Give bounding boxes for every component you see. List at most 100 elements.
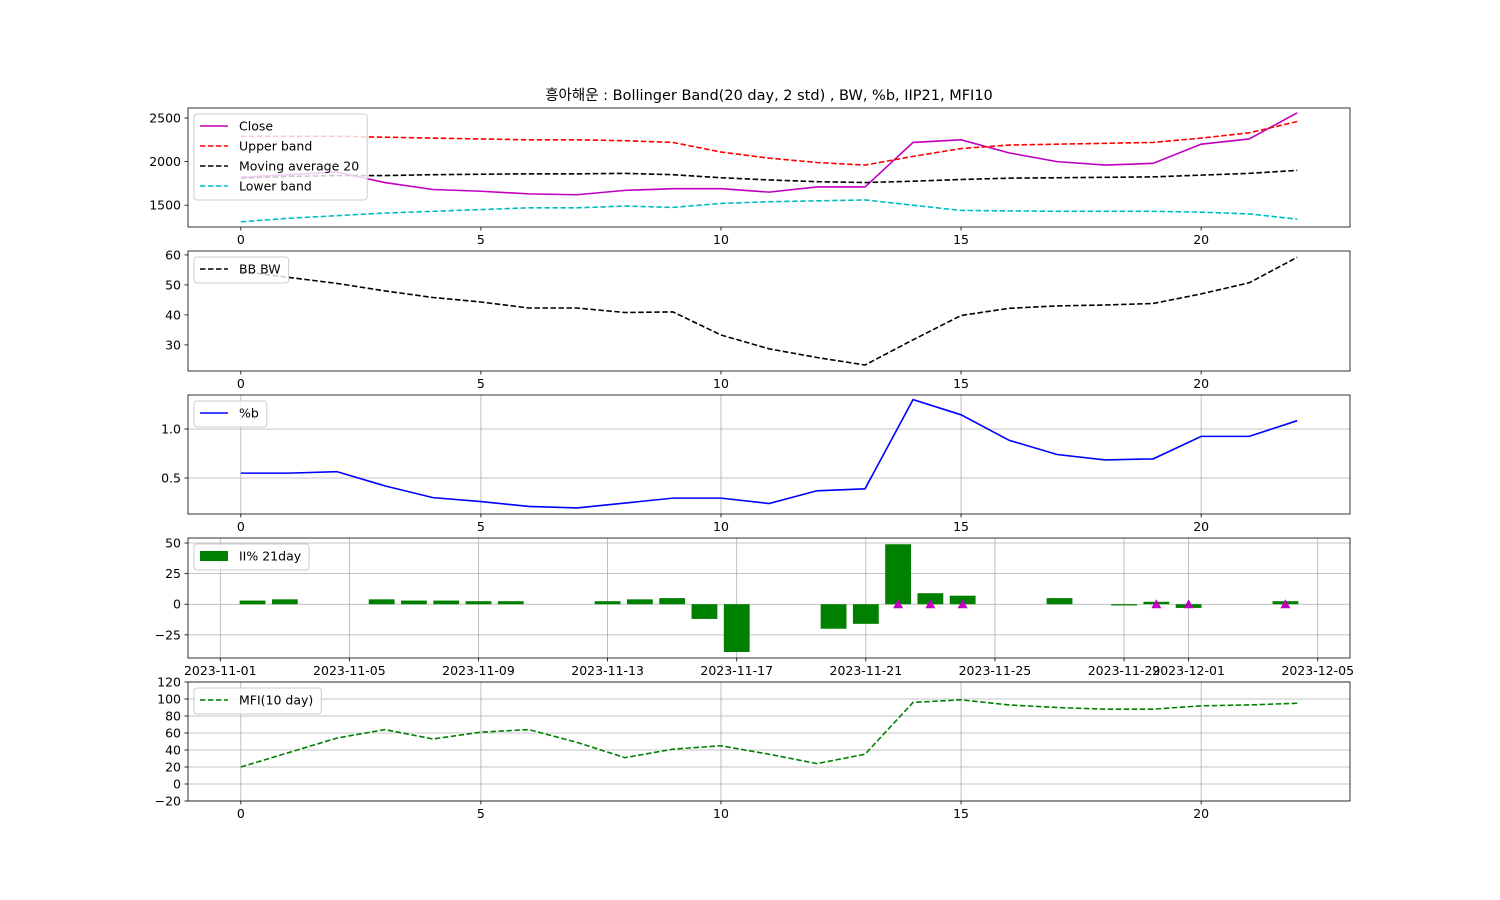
panel: 0 5 10 15 20 −20 0 20 40 60 80 100 120 MFI(10 day) [155, 675, 1351, 821]
y-tick-label: 60 [165, 726, 181, 741]
bar [691, 604, 718, 619]
y-tick-label: 25 [165, 566, 181, 581]
x-tick-label: 0 [237, 519, 245, 534]
legend-label: MFI(10 day) [239, 693, 313, 708]
x-tick-label: 10 [713, 376, 729, 391]
x-tick-label: 2023-11-25 [959, 663, 1032, 678]
bar [497, 601, 524, 605]
y-tick-label: 60 [165, 247, 181, 262]
bar [271, 599, 298, 605]
x-tick-label: 10 [713, 232, 729, 247]
y-tick-label: −25 [155, 627, 181, 642]
x-tick-label: 15 [953, 376, 969, 391]
legend-label: II% 21day [239, 549, 302, 564]
y-tick-label: 40 [165, 307, 181, 322]
bar [594, 601, 621, 605]
line-series [240, 169, 1298, 184]
y-tick-label: 1.0 [161, 422, 181, 437]
bar [820, 604, 847, 629]
legend: Close Upper band Moving average 20 Lower ba… [193, 113, 368, 201]
x-tick-label: 20 [1193, 232, 1209, 247]
y-tick-label: 1500 [149, 198, 181, 213]
marker [1183, 599, 1194, 609]
chart-title: 흥아해운 : Bollinger Band(20 day, 2 std) , B… [545, 86, 993, 104]
x-tick-label: 0 [237, 806, 245, 821]
marker [1280, 599, 1291, 609]
axes-frame [187, 107, 1351, 228]
bar [1046, 598, 1073, 605]
x-tick-label: 5 [477, 519, 485, 534]
line-series [240, 256, 1298, 366]
x-tick-label: 2023-11-21 [830, 663, 903, 678]
y-tick-label: 0 [173, 777, 181, 792]
legend-swatch [200, 551, 228, 561]
legend-label: Upper band [239, 139, 312, 154]
line-series [240, 120, 1298, 166]
line-series [240, 112, 1298, 196]
x-tick-label: 10 [713, 519, 729, 534]
legend: %b [193, 400, 268, 428]
legend-label: Close [239, 119, 273, 134]
x-tick-label: 0 [237, 376, 245, 391]
x-tick-label: 5 [477, 806, 485, 821]
marker [925, 599, 936, 609]
line-series [240, 398, 1298, 509]
bar [239, 600, 266, 605]
x-tick-label: 20 [1193, 519, 1209, 534]
plot-area [240, 256, 1298, 366]
panel: 0 5 10 15 20 0.5 1.0 %b [161, 394, 1351, 534]
axes-frame [187, 681, 1351, 802]
x-tick-label: 15 [953, 232, 969, 247]
x-tick-label: 2023-11-09 [442, 663, 515, 678]
plot-area [240, 112, 1298, 223]
legend-box [193, 687, 322, 715]
y-tick-label: 50 [165, 536, 181, 551]
marker [1151, 599, 1162, 609]
x-tick-label: 20 [1193, 806, 1209, 821]
x-tick-label: 0 [237, 232, 245, 247]
y-tick-label: 40 [165, 743, 181, 758]
x-tick-label: 5 [477, 376, 485, 391]
bar [433, 600, 460, 605]
bar [852, 604, 879, 624]
legend-box [193, 113, 368, 201]
bar [368, 599, 395, 605]
x-tick-label: 20 [1193, 376, 1209, 391]
x-tick-label: 2023-11-29 [1088, 663, 1161, 678]
legend: II% 21day [193, 543, 310, 571]
line-series [240, 199, 1298, 223]
marker [957, 599, 968, 609]
x-tick-label: 2023-11-13 [571, 663, 644, 678]
bar [626, 599, 653, 605]
bar [885, 544, 912, 605]
plot-area [240, 398, 1298, 509]
axes-frame [187, 250, 1351, 372]
legend-label: Moving average 20 [239, 159, 359, 174]
x-tick-label: 15 [953, 806, 969, 821]
x-tick-label: 2023-12-01 [1152, 663, 1225, 678]
y-tick-label: 80 [165, 709, 181, 724]
x-tick-label: 5 [477, 232, 485, 247]
y-tick-label: −20 [155, 794, 181, 809]
legend-label: BB BW [239, 262, 281, 277]
x-tick-label: 15 [953, 519, 969, 534]
axes-frame [187, 394, 1351, 515]
legend-label: %b [239, 406, 259, 421]
bar [917, 593, 944, 605]
line-series [240, 699, 1298, 768]
y-tick-label: 2500 [149, 111, 181, 126]
legend-label: Lower band [239, 179, 312, 194]
bar [1111, 604, 1137, 606]
y-tick-label: 0 [173, 597, 181, 612]
y-tick-label: 0.5 [161, 471, 181, 486]
y-tick-label: 30 [165, 337, 181, 352]
bar [723, 604, 750, 652]
plot-area [240, 699, 1298, 768]
plot-area [239, 544, 1299, 652]
panel: 0 5 10 15 20 1500 2000 2500 Close Upper band Movin… [149, 107, 1351, 247]
axes-frame [187, 537, 1351, 659]
y-tick-label: 2000 [149, 154, 181, 169]
x-tick-label: 2023-11-05 [313, 663, 386, 678]
y-tick-label: 20 [165, 760, 181, 775]
